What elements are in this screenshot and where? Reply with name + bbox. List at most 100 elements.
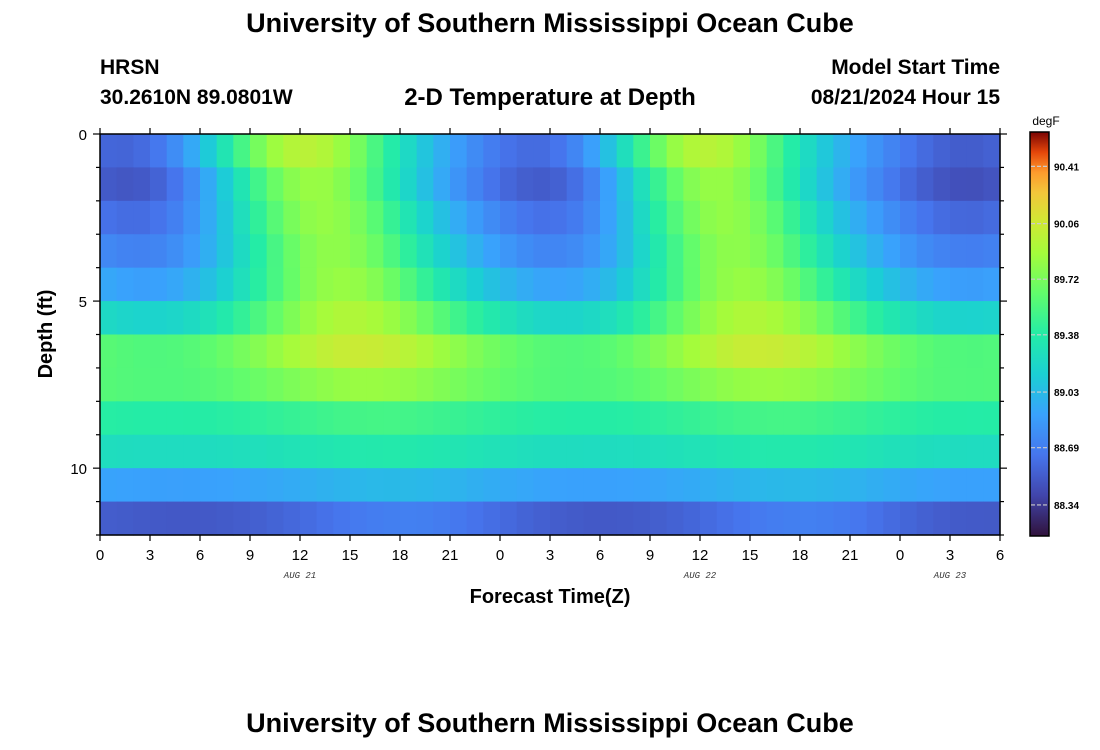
heat-cell xyxy=(683,401,701,436)
heat-cell xyxy=(816,401,834,436)
heat-cell xyxy=(566,301,584,336)
heat-cell xyxy=(200,134,218,169)
heat-cell xyxy=(883,234,901,269)
heat-cell xyxy=(633,301,651,336)
heat-cell xyxy=(633,267,651,302)
heat-cell xyxy=(650,468,668,503)
y-axis-label: Depth (ft) xyxy=(35,290,57,379)
heat-cell xyxy=(333,134,351,169)
heat-cell xyxy=(366,334,384,369)
heat-cell xyxy=(833,334,851,369)
heat-cell xyxy=(266,468,284,503)
heat-cell xyxy=(983,200,1001,235)
heat-cell xyxy=(400,401,418,436)
heat-cell xyxy=(450,301,468,336)
heat-cell xyxy=(433,167,451,202)
heat-cell xyxy=(116,267,134,302)
heat-cell xyxy=(350,134,368,169)
heat-cell xyxy=(616,334,634,369)
heat-cell xyxy=(400,134,418,169)
heat-cell xyxy=(483,234,501,269)
heat-cell xyxy=(100,334,118,369)
heat-cell xyxy=(733,501,751,536)
heat-cell xyxy=(916,200,934,235)
heat-cell xyxy=(700,468,718,503)
heat-cell xyxy=(200,234,218,269)
heat-cell xyxy=(583,401,601,436)
heat-cell xyxy=(416,334,434,369)
heat-cell xyxy=(883,401,901,436)
heat-cell xyxy=(416,234,434,269)
heat-cell xyxy=(966,234,984,269)
heat-cell xyxy=(983,367,1001,402)
heat-cell xyxy=(316,134,334,169)
heat-cell xyxy=(583,301,601,336)
heat-cell xyxy=(816,134,834,169)
heat-cell xyxy=(300,434,318,469)
heat-cell xyxy=(883,200,901,235)
heat-cell xyxy=(733,301,751,336)
heat-cell xyxy=(783,334,801,369)
colorbar-tick-label: 90.41 xyxy=(1054,162,1079,173)
x-tick-label: 12 xyxy=(292,547,309,564)
heat-cell xyxy=(600,134,618,169)
heat-cell xyxy=(683,367,701,402)
heat-cell xyxy=(116,434,134,469)
x-tick-label: 6 xyxy=(596,547,604,564)
heat-cell xyxy=(650,134,668,169)
heat-cell xyxy=(100,401,118,436)
heat-cell xyxy=(466,501,484,536)
heat-cell xyxy=(416,301,434,336)
heat-cell xyxy=(316,301,334,336)
heat-cell xyxy=(633,468,651,503)
heat-cell xyxy=(650,334,668,369)
heat-cell xyxy=(483,301,501,336)
heat-cell xyxy=(666,401,684,436)
heat-cell xyxy=(833,301,851,336)
heat-cell xyxy=(583,434,601,469)
heat-cell xyxy=(500,401,518,436)
heat-cell xyxy=(616,301,634,336)
heat-cell xyxy=(483,401,501,436)
heat-cell xyxy=(516,301,534,336)
heat-cell xyxy=(950,501,968,536)
heat-cell xyxy=(116,468,134,503)
station-coords: 30.2610N 89.0801W xyxy=(100,86,293,109)
heat-cell xyxy=(483,200,501,235)
heat-cell xyxy=(550,501,568,536)
heat-cell xyxy=(900,301,918,336)
heat-cell xyxy=(300,234,318,269)
heat-cell xyxy=(150,167,168,202)
heat-cell xyxy=(683,334,701,369)
heat-cell xyxy=(133,401,151,436)
heat-cell xyxy=(900,501,918,536)
heat-cell xyxy=(100,367,118,402)
colorbar-tick-label: 90.06 xyxy=(1054,220,1079,231)
heat-cell xyxy=(816,167,834,202)
heat-cell xyxy=(783,267,801,302)
heat-cell xyxy=(466,367,484,402)
heat-cell xyxy=(766,267,784,302)
heat-cell xyxy=(933,234,951,269)
heat-cell xyxy=(650,501,668,536)
heat-cell xyxy=(900,334,918,369)
heat-cell xyxy=(666,501,684,536)
heat-cell xyxy=(816,501,834,536)
heat-cell xyxy=(366,234,384,269)
heat-cell xyxy=(133,434,151,469)
x-tick-label: 15 xyxy=(742,547,759,564)
heat-cell xyxy=(833,434,851,469)
y-tick-label: 10 xyxy=(70,461,87,478)
x-date-label: AUG 21 xyxy=(283,571,316,581)
heat-cell xyxy=(900,200,918,235)
heat-cell xyxy=(633,167,651,202)
heat-cell xyxy=(666,434,684,469)
heat-cell xyxy=(783,167,801,202)
heat-cell xyxy=(450,134,468,169)
heat-cell xyxy=(433,200,451,235)
heat-cell xyxy=(866,200,884,235)
colorbar-tick-label: 89.72 xyxy=(1054,275,1079,286)
heat-cell xyxy=(150,200,168,235)
heat-cell xyxy=(533,367,551,402)
heat-cell xyxy=(233,501,251,536)
